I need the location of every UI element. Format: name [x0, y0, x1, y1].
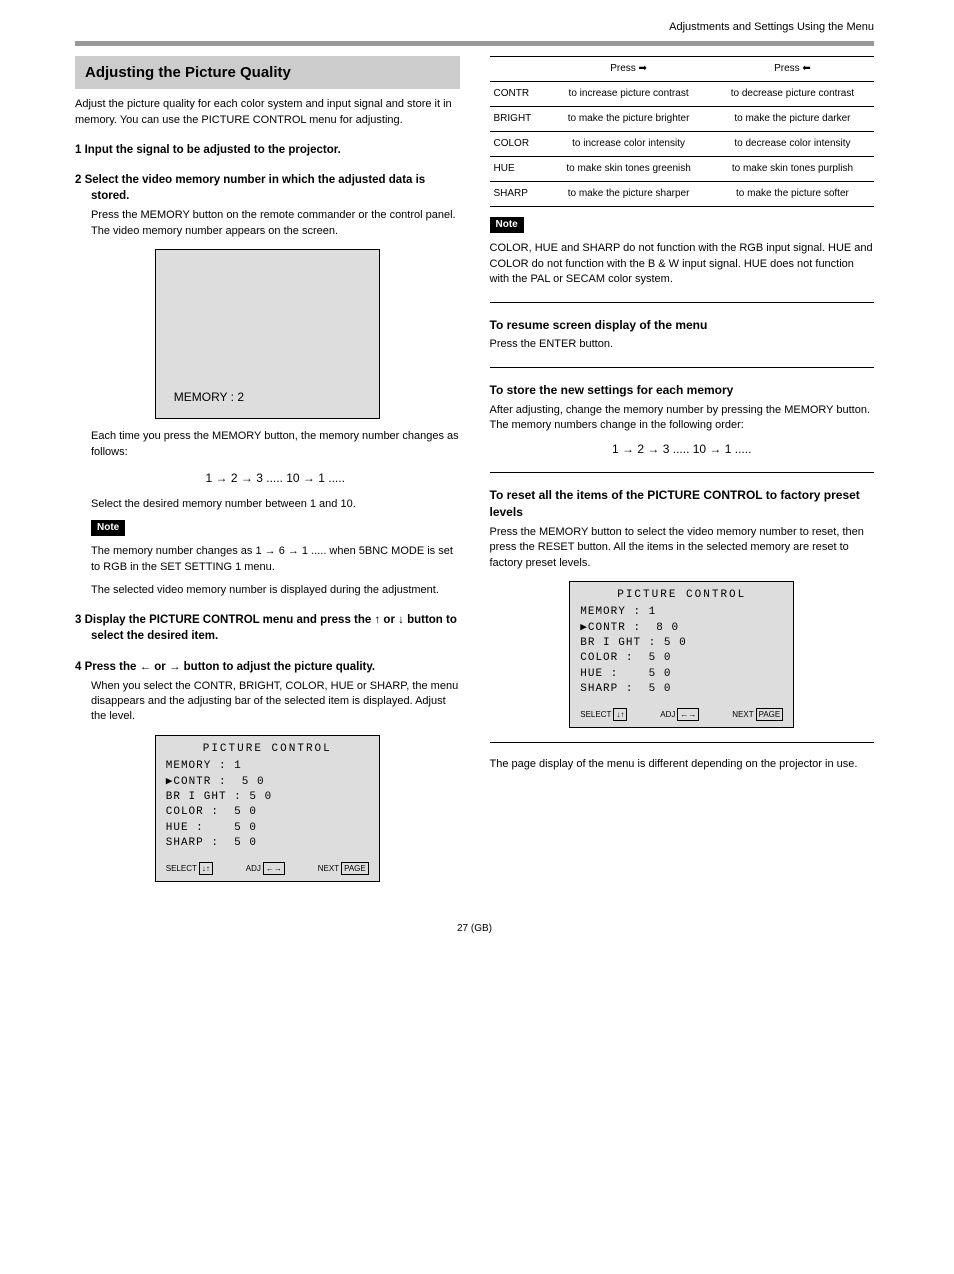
step-2-body-2: Each time you press the MEMORY button, t… — [75, 429, 460, 460]
note-1: Note — [75, 520, 460, 536]
step-3: 3 Display the PICTURE CONTROL menu and p… — [75, 612, 460, 644]
table-row: HUEto make skin tones greenishto make sk… — [490, 157, 875, 182]
s2-r2: BR I GHT : 5 0 — [166, 790, 369, 805]
s3-footer: SELECT ↓↑ ADJ ←→ NEXT PAGE — [580, 708, 783, 721]
left-column: Adjusting the Picture Quality Adjust the… — [75, 56, 460, 891]
th-left: Press ⬅ — [711, 57, 874, 82]
s2-arrow: ▶CONTR : 5 0 — [166, 775, 369, 790]
divider-3 — [490, 472, 875, 473]
th-right: Press ➡ — [546, 57, 711, 82]
screen-memory: MEMORY : 2 — [155, 249, 380, 419]
note-1-body: The memory number changes as 1 → 6 → 1 .… — [75, 544, 460, 575]
s3-arrow: ▶CONTR : 8 0 — [580, 621, 783, 636]
sequence-1: 1 → 2 → 3 ..... 10 → 1 ..... — [75, 470, 460, 487]
section-heading: Adjusting the Picture Quality — [75, 56, 460, 89]
resume-body: Press the ENTER button. — [490, 337, 875, 352]
s3-r3: COLOR : 5 0 — [580, 651, 783, 666]
step-2-body-1: Press the MEMORY button on the remote co… — [75, 208, 460, 239]
s3-r2: BR I GHT : 5 0 — [580, 636, 783, 651]
step-2-body-3: Select the desired memory number between… — [75, 497, 460, 512]
s2-r3: COLOR : 5 0 — [166, 805, 369, 820]
sequence-2: 1 → 2 → 3 ..... 10 → 1 ..... — [490, 441, 875, 458]
step-4: 4 Press the ← or → button to adjust the … — [75, 659, 460, 675]
resetall-heading: To reset all the items of the PICTURE CO… — [490, 487, 875, 521]
s2-footer: SELECT ↓↑ ADJ ←→ NEXT PAGE — [166, 862, 369, 875]
note-label: Note — [91, 520, 125, 536]
table-row: CONTRto increase picture contrastto decr… — [490, 82, 875, 107]
s2-r0: MEMORY : 1 — [166, 759, 369, 774]
page-header: Adjustments and Settings Using the Menu — [75, 20, 874, 35]
screen-picture-control-2: PICTURE CONTROL MEMORY : 1 ▶CONTR : 8 0 … — [569, 581, 794, 728]
step-2-body-4: The selected video memory number is disp… — [75, 583, 460, 598]
step-1: 1 Input the signal to be adjusted to the… — [75, 142, 460, 158]
store-body: After adjusting, change the memory numbe… — [490, 403, 875, 434]
s2-r4: HUE : 5 0 — [166, 821, 369, 836]
resume-heading: To resume screen display of the menu — [490, 317, 875, 334]
s2-r5: SHARP : 5 0 — [166, 836, 369, 851]
th-blank — [490, 57, 547, 82]
s3-r0: MEMORY : 1 — [580, 605, 783, 620]
s3-r5: SHARP : 5 0 — [580, 682, 783, 697]
note-3-body: The page display of the menu is differen… — [490, 757, 875, 772]
right-column: Press ➡ Press ⬅ CONTRto increase picture… — [490, 56, 875, 891]
step-4-body: When you select the CONTR, BRIGHT, COLOR… — [75, 679, 460, 725]
note-label-2: Note — [490, 217, 524, 233]
screen2-title: PICTURE CONTROL — [166, 742, 369, 757]
screen-picture-control-1: PICTURE CONTROL MEMORY : 1 ▶CONTR : 5 0 … — [155, 735, 380, 882]
note-2-body: COLOR, HUE and SHARP do not function wit… — [490, 241, 875, 287]
top-rule — [75, 41, 874, 46]
intro-text: Adjust the picture quality for each colo… — [75, 97, 460, 128]
divider-4 — [490, 742, 875, 743]
note-2: Note — [490, 217, 875, 233]
resetall-body: Press the MEMORY button to select the vi… — [490, 525, 875, 571]
s3-r4: HUE : 5 0 — [580, 667, 783, 682]
adjustment-table: Press ➡ Press ⬅ CONTRto increase picture… — [490, 56, 875, 207]
step-2: 2 Select the video memory number in whic… — [75, 172, 460, 204]
divider-1 — [490, 302, 875, 303]
screen3-title: PICTURE CONTROL — [580, 588, 783, 603]
memory-label: MEMORY : 2 — [174, 389, 244, 406]
table-row: SHARPto make the picture sharperto make … — [490, 182, 875, 207]
table-row: BRIGHTto make the picture brighterto mak… — [490, 107, 875, 132]
store-heading: To store the new settings for each memor… — [490, 382, 875, 399]
table-row: COLORto increase color intensityto decre… — [490, 132, 875, 157]
page-number: 27 (GB) — [75, 922, 874, 936]
divider-2 — [490, 367, 875, 368]
